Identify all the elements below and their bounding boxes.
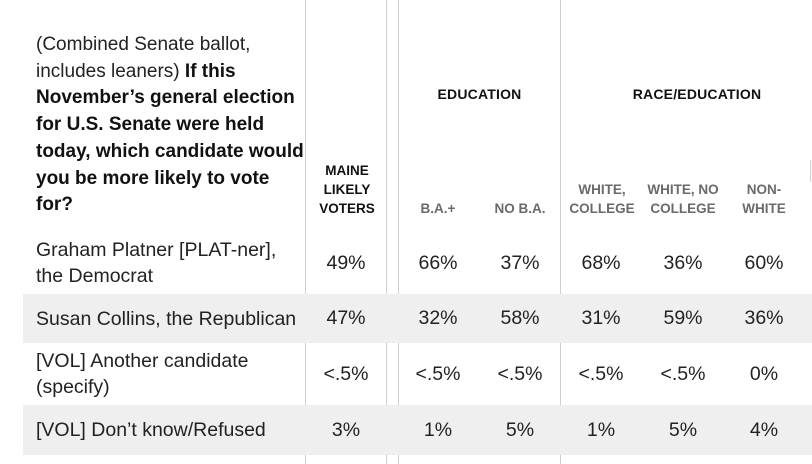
cell-value: 47%	[326, 307, 366, 329]
cell-value: <.5%	[578, 362, 624, 385]
column-header-white-college: WHITE, COLLEGE	[569, 182, 635, 216]
cell-value: 36%	[663, 251, 703, 274]
column-header-white-no-college: WHITE, NO COLLEGE	[647, 182, 719, 216]
cell-value: 59%	[663, 307, 703, 329]
cell-value: 1%	[586, 418, 616, 441]
cell-value: 5%	[505, 418, 535, 441]
cell-value: <.5%	[660, 362, 706, 385]
row-label: Graham Platner [PLAT-ner], the Democrat	[36, 239, 277, 287]
column-header-non-white: NON-WHITE	[742, 182, 786, 216]
cell-value: 0%	[749, 362, 779, 385]
cell-value: 31%	[581, 307, 621, 329]
column-divider	[305, 0, 306, 464]
column-header-no-ba: NO B.A.	[494, 201, 546, 216]
cell-value: 32%	[418, 307, 458, 329]
group-header-education: EDUCATION	[437, 86, 522, 102]
group-header-race-education: RACE/EDUCATION	[632, 86, 762, 102]
cell-value: 49%	[326, 251, 366, 274]
question-body: If this November’s general election for …	[36, 60, 304, 216]
cell-value: 5%	[668, 418, 698, 441]
column-divider	[560, 0, 561, 464]
table-row: Susan Collins, the Republican	[23, 294, 812, 343]
table-row: [VOL] Don’t know/Refused	[23, 405, 812, 455]
column-divider	[810, 160, 811, 182]
cell-value: 37%	[500, 251, 540, 274]
cell-value: <.5%	[415, 362, 461, 385]
question-text: (Combined Senate ballot, includes leaner…	[36, 32, 306, 219]
cell-value: 60%	[744, 251, 784, 274]
cell-value: 66%	[418, 251, 458, 274]
question-prefix: (Combined Senate ballot, includes leaner…	[36, 34, 251, 82]
table-row: [VOL] Another candidate (specify)	[23, 343, 812, 405]
cell-value: 4%	[749, 418, 779, 441]
cell-value: 36%	[744, 307, 784, 329]
column-divider	[386, 0, 387, 464]
column-header-likely-voters: MAINE LIKELY VOTERS	[319, 163, 375, 216]
cell-value: 58%	[500, 307, 540, 329]
cell-value: 3%	[331, 418, 361, 441]
cell-value: 1%	[423, 418, 453, 441]
cell-value: 68%	[581, 251, 621, 274]
cell-value: <.5%	[323, 362, 369, 385]
row-label: Susan Collins, the Republican	[36, 307, 297, 330]
row-label: [VOL] Another candidate (specify)	[36, 350, 249, 398]
column-divider	[398, 0, 399, 464]
table-row: Graham Platner [PLAT-ner], the Democrat	[23, 232, 812, 294]
row-label: [VOL] Don’t know/Refused	[36, 419, 266, 441]
cell-value: <.5%	[497, 362, 543, 385]
column-header-ba-plus: B.A.+	[420, 201, 456, 216]
